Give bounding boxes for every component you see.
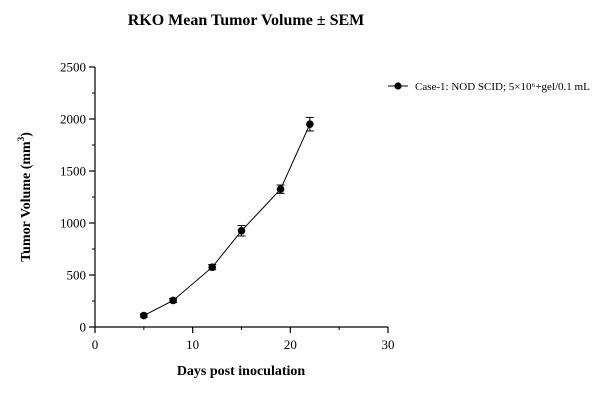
series-line	[143, 123, 311, 317]
axes	[94, 67, 388, 328]
x-ticks: 0 10 20 30	[92, 327, 395, 352]
y-tick-label: 0	[80, 320, 87, 335]
data-point	[140, 311, 148, 320]
y-axis-label-end: )	[19, 132, 34, 137]
y-axis-label-main: Tumor Volume (mm	[19, 141, 34, 262]
x-tick-label: 30	[382, 337, 395, 352]
data-point	[208, 263, 216, 272]
y-tick-label: 500	[67, 268, 87, 283]
y-tick-label: 1000	[60, 216, 86, 231]
y-tick-label: 2000	[60, 112, 86, 127]
series-layer	[139, 116, 314, 320]
x-tick-label: 0	[92, 337, 99, 352]
y-tick-label: 1500	[60, 164, 86, 179]
data-point	[276, 185, 285, 193]
y-axis-label-superscript: 3	[16, 136, 26, 141]
legend: Case-1: NOD SCID; 5×10⁶+gel/0.1 mL	[388, 81, 590, 93]
y-ticks: 0 500 1000 1500 2000 2500	[60, 60, 95, 335]
y-axis-label: Tumor Volume (mm3)	[16, 132, 34, 262]
y-tick-label: 2500	[60, 60, 86, 75]
x-tick-label: 10	[186, 337, 199, 352]
data-point	[306, 120, 314, 128]
chart-title: RKO Mean Tumor Volume ± SEM	[128, 12, 365, 29]
x-tick-label: 20	[284, 337, 297, 352]
data-point	[169, 296, 177, 305]
data-point	[237, 227, 246, 235]
x-axis-label: Days post inoculation	[177, 364, 306, 379]
legend-marker	[394, 82, 402, 90]
legend-label: Case-1: NOD SCID; 5×10⁶+gel/0.1 mL	[415, 81, 590, 93]
